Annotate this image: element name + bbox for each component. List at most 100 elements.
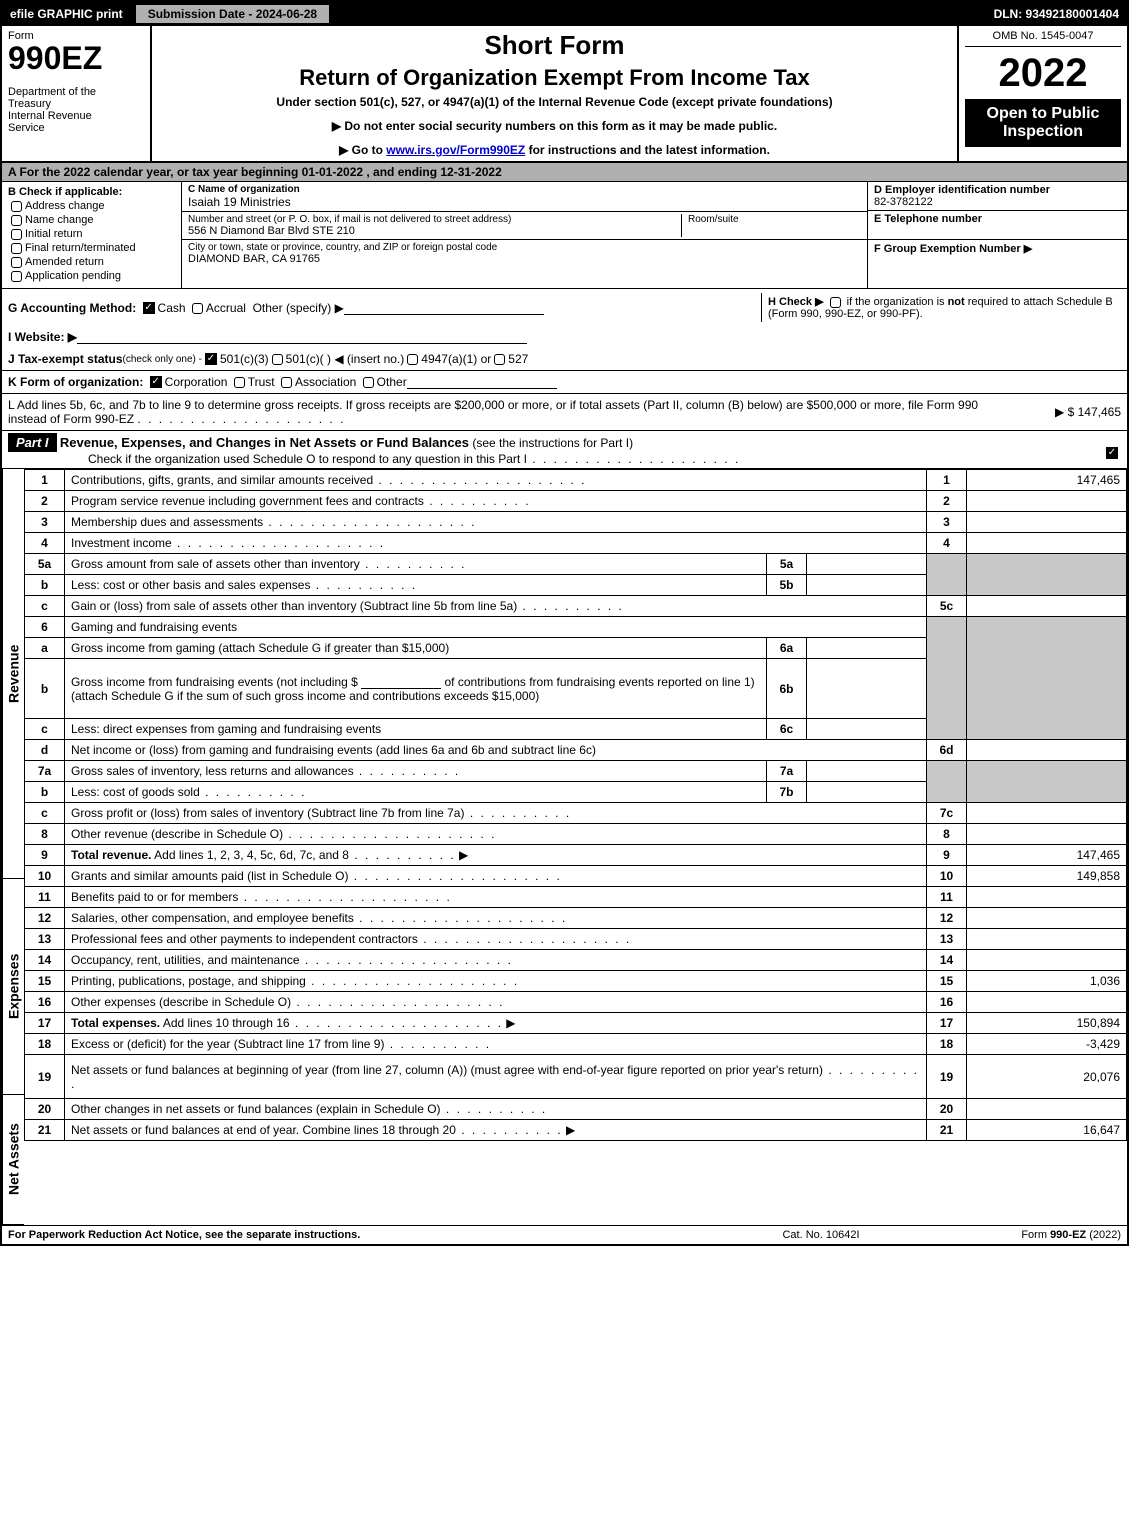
chk-final-return[interactable]: Final return/terminated xyxy=(8,242,175,254)
chk-corp[interactable] xyxy=(150,376,162,388)
chk-trust[interactable] xyxy=(234,377,245,388)
chk-other-org[interactable] xyxy=(363,377,374,388)
f-group-block: F Group Exemption Number ▶ xyxy=(868,240,1127,257)
d-ein-block: D Employer identification number 82-3782… xyxy=(868,182,1127,211)
other-org-blank xyxy=(407,375,557,389)
line-8: 8 Other revenue (describe in Schedule O)… xyxy=(25,824,1127,845)
footer-left: For Paperwork Reduction Act Notice, see … xyxy=(8,1229,721,1241)
line-6d: d Net income or (loss) from gaming and f… xyxy=(25,740,1127,761)
note-1: ▶ Do not enter social security numbers o… xyxy=(162,119,947,133)
line-20: 20 Other changes in net assets or fund b… xyxy=(25,1099,1127,1120)
part-i-subnote: Check if the organization used Schedule … xyxy=(88,452,527,466)
chk-4947[interactable] xyxy=(407,354,418,365)
other-specify-blank xyxy=(344,301,544,315)
line-17: 17 Total expenses. Add lines 10 through … xyxy=(25,1013,1127,1034)
k-label: K Form of organization: xyxy=(8,375,143,389)
line-9: 9 Total revenue. Add lines 1, 2, 3, 4, 5… xyxy=(25,845,1127,866)
main-title: Return of Organization Exempt From Incom… xyxy=(162,65,947,91)
header-right: OMB No. 1545-0047 2022 Open to Public In… xyxy=(957,26,1127,161)
city-value: DIAMOND BAR, CA 91765 xyxy=(188,253,861,265)
line-6: 6 Gaming and fundraising events xyxy=(25,617,1127,638)
form-page: efile GRAPHIC print Submission Date - 20… xyxy=(0,0,1129,1246)
header-left: Form 990EZ Department of theTreasuryInte… xyxy=(2,26,152,161)
chk-initial-return[interactable]: Initial return xyxy=(8,228,175,240)
lines-body: Revenue Expenses Net Assets 1 Contributi… xyxy=(2,469,1127,1225)
chk-amended-return[interactable]: Amended return xyxy=(8,256,175,268)
chk-501c3[interactable] xyxy=(205,353,217,365)
schedule-o-checkbox[interactable] xyxy=(1106,447,1118,459)
chk-527[interactable] xyxy=(494,354,505,365)
line-2: 2 Program service revenue including gove… xyxy=(25,491,1127,512)
dept-label: Department of theTreasuryInternal Revenu… xyxy=(8,86,144,134)
street-block: Number and street (or P. O. box, if mail… xyxy=(182,212,867,240)
line-5c: c Gain or (loss) from sale of assets oth… xyxy=(25,596,1127,617)
footer: For Paperwork Reduction Act Notice, see … xyxy=(2,1225,1127,1244)
c-name-label: C Name of organization xyxy=(188,184,861,195)
b-label: B Check if applicable: xyxy=(8,186,175,198)
header-center: Short Form Return of Organization Exempt… xyxy=(152,26,957,161)
i-label: I Website: ▶ xyxy=(8,330,77,344)
short-form-title: Short Form xyxy=(162,30,947,61)
row-a: A For the 2022 calendar year, or tax yea… xyxy=(2,163,1127,182)
row-g: G Accounting Method: Cash Accrual Other … xyxy=(8,301,761,315)
org-name: Isaiah 19 Ministries xyxy=(188,195,861,209)
note2-post: for instructions and the latest informat… xyxy=(525,143,770,157)
form-number: 990EZ xyxy=(8,42,144,74)
website-blank xyxy=(77,330,527,344)
chk-assoc[interactable] xyxy=(281,377,292,388)
topbar: efile GRAPHIC print Submission Date - 20… xyxy=(2,2,1127,26)
dln-label: DLN: 93492180001404 xyxy=(986,5,1127,23)
e-phone-block: E Telephone number xyxy=(868,211,1127,240)
row-i: I Website: ▶ xyxy=(2,326,1127,348)
chk-application-pending[interactable]: Application pending xyxy=(8,270,175,282)
chk-h[interactable] xyxy=(830,297,841,308)
part-i-header: Part I Revenue, Expenses, and Changes in… xyxy=(2,431,1127,469)
line-3: 3 Membership dues and assessments 3 xyxy=(25,512,1127,533)
line-15: 15 Printing, publications, postage, and … xyxy=(25,971,1127,992)
l-amount: ▶ $ 147,465 xyxy=(991,405,1121,419)
section-b: B Check if applicable: Address change Na… xyxy=(2,182,182,288)
submission-date: Submission Date - 2024-06-28 xyxy=(135,4,330,24)
note2-pre: ▶ Go to xyxy=(339,143,386,157)
row-g-h: G Accounting Method: Cash Accrual Other … xyxy=(2,289,1127,326)
e-label: E Telephone number xyxy=(874,213,982,225)
street-label: Number and street (or P. O. box, if mail… xyxy=(188,214,681,225)
line-11: 11 Benefits paid to or for members 11 xyxy=(25,887,1127,908)
omb-number: OMB No. 1545-0047 xyxy=(965,30,1121,47)
part-i-label: Part I xyxy=(8,433,57,452)
footer-right: Form 990-EZ (2022) xyxy=(921,1229,1121,1241)
part-i-titlenote: (see the instructions for Part I) xyxy=(472,436,633,450)
part-i-chk xyxy=(1097,431,1127,468)
f-label: F Group Exemption Number ▶ xyxy=(874,243,1032,255)
street-value: 556 N Diamond Bar Blvd STE 210 xyxy=(188,225,681,237)
h-label: H Check ▶ xyxy=(768,296,824,308)
city-block: City or town, state or province, country… xyxy=(182,240,867,267)
line-13: 13 Professional fees and other payments … xyxy=(25,929,1127,950)
d-ein: 82-3782122 xyxy=(874,196,933,208)
j-small: (check only one) - xyxy=(123,354,202,365)
side-expenses: Expenses xyxy=(2,879,24,1095)
chk-accrual[interactable] xyxy=(192,303,203,314)
room-suite-label: Room/suite xyxy=(681,214,861,237)
line-21: 21 Net assets or fund balances at end of… xyxy=(25,1120,1127,1141)
part-i-title: Revenue, Expenses, and Changes in Net As… xyxy=(60,435,469,450)
section-bcd: B Check if applicable: Address change Na… xyxy=(2,182,1127,289)
chk-name-change[interactable]: Name change xyxy=(8,214,175,226)
tax-year: 2022 xyxy=(965,53,1121,93)
side-netassets: Net Assets xyxy=(2,1095,24,1225)
revenue-table: 1 Contributions, gifts, grants, and simi… xyxy=(24,469,1127,1141)
row-l: L Add lines 5b, 6c, and 7b to line 9 to … xyxy=(2,394,1127,431)
line-16: 16 Other expenses (describe in Schedule … xyxy=(25,992,1127,1013)
line-1: 1 Contributions, gifts, grants, and simi… xyxy=(25,470,1127,491)
header: Form 990EZ Department of theTreasuryInte… xyxy=(2,26,1127,163)
side-revenue: Revenue xyxy=(2,469,24,879)
line-19: 19 Net assets or fund balances at beginn… xyxy=(25,1055,1127,1099)
line-4: 4 Investment income 4 xyxy=(25,533,1127,554)
g-label: G Accounting Method: xyxy=(8,301,136,315)
chk-address-change[interactable]: Address change xyxy=(8,200,175,212)
chk-501c[interactable] xyxy=(272,354,283,365)
irs-link[interactable]: www.irs.gov/Form990EZ xyxy=(386,143,525,157)
d-label: D Employer identification number xyxy=(874,184,1050,196)
lines-column: 1 Contributions, gifts, grants, and simi… xyxy=(24,469,1127,1225)
chk-cash[interactable] xyxy=(143,302,155,314)
